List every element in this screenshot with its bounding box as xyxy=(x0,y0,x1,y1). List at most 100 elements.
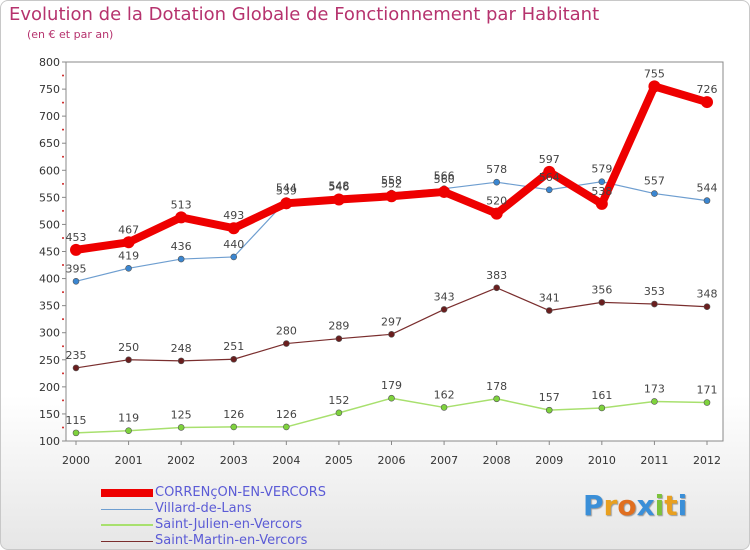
y-minor-dot xyxy=(62,426,64,429)
x-tick-label: 2011 xyxy=(640,454,668,467)
data-label: 383 xyxy=(486,269,507,282)
y-minor-dot xyxy=(62,372,64,375)
data-point xyxy=(72,364,80,372)
y-tick-label: 450 xyxy=(39,246,60,259)
y-tick-label: 700 xyxy=(39,110,60,123)
data-point xyxy=(280,197,293,210)
data-label: 179 xyxy=(381,379,402,392)
data-point xyxy=(388,331,395,338)
legend-swatch-correncon xyxy=(101,489,153,497)
data-point xyxy=(545,307,553,314)
data-point xyxy=(125,356,132,364)
data-label: 564 xyxy=(539,171,560,184)
logo-letter: i xyxy=(677,489,688,522)
y-tick-label: 800 xyxy=(39,56,60,69)
y-tick-label: 300 xyxy=(39,327,60,340)
y-tick-label: 600 xyxy=(39,164,60,177)
data-label: 395 xyxy=(66,262,87,275)
data-label: 251 xyxy=(223,340,244,353)
data-point xyxy=(598,404,606,412)
x-tick-label: 2003 xyxy=(220,454,248,467)
legend-label-correncon: CORRENçON-EN-VERCORS xyxy=(155,485,327,500)
y-tick-label: 500 xyxy=(39,218,60,231)
data-label: 356 xyxy=(591,283,612,296)
data-label: 280 xyxy=(276,325,297,338)
data-label: 560 xyxy=(434,173,455,186)
y-tick-label: 200 xyxy=(39,381,60,394)
data-label: 353 xyxy=(644,285,665,298)
logo-letter: P xyxy=(583,489,604,522)
data-label: 343 xyxy=(434,290,455,303)
data-point xyxy=(283,423,290,431)
y-tick-label: 350 xyxy=(39,300,60,313)
x-tick-label: 2004 xyxy=(272,454,300,467)
x-tick-label: 2009 xyxy=(535,454,563,467)
data-label: 548 xyxy=(328,179,349,192)
data-point xyxy=(72,429,80,437)
data-point xyxy=(335,335,343,342)
data-point xyxy=(438,185,451,198)
data-label: 126 xyxy=(223,408,244,421)
x-tick-label: 2010 xyxy=(588,454,616,467)
data-label: 289 xyxy=(328,320,349,333)
chart-title: Evolution de la Dotation Globale de Fonc… xyxy=(9,4,600,25)
data-point xyxy=(227,222,240,235)
logo-letter: i xyxy=(654,489,665,522)
data-label: 558 xyxy=(381,174,402,187)
y-tick-label: 250 xyxy=(39,354,60,367)
data-point xyxy=(493,395,500,403)
data-label: 178 xyxy=(486,380,507,393)
data-point xyxy=(177,255,185,263)
y-minor-dot xyxy=(62,399,64,402)
data-label: 513 xyxy=(171,198,192,211)
data-label: 546 xyxy=(328,181,349,194)
data-label: 125 xyxy=(171,408,192,421)
legend-swatch-saint-martin xyxy=(101,540,153,542)
data-point xyxy=(440,404,448,411)
data-point xyxy=(335,409,343,417)
data-label: 493 xyxy=(223,209,244,222)
y-minor-dot xyxy=(62,128,64,131)
y-minor-dot xyxy=(62,74,64,77)
data-point xyxy=(490,207,503,220)
y-minor-dot xyxy=(62,236,64,239)
y-tick-label: 550 xyxy=(39,191,60,204)
data-point xyxy=(283,340,290,347)
chart-subtitle: (en € et par an) xyxy=(27,28,114,41)
y-minor-dot xyxy=(62,264,64,267)
data-label: 566 xyxy=(434,170,455,183)
y-tick-label: 150 xyxy=(39,408,60,421)
data-point xyxy=(70,243,82,256)
data-label: 119 xyxy=(118,412,139,425)
data-point xyxy=(595,197,608,210)
data-label: 171 xyxy=(697,384,718,397)
x-tick-label: 2007 xyxy=(430,454,458,467)
data-point xyxy=(493,178,500,186)
data-label: 579 xyxy=(591,163,612,176)
y-minor-dot xyxy=(62,345,64,348)
data-label: 578 xyxy=(486,163,507,176)
x-tick-label: 2006 xyxy=(378,454,406,467)
plot-area xyxy=(65,61,724,442)
data-point xyxy=(388,394,395,402)
data-point xyxy=(651,300,658,308)
data-point xyxy=(598,299,606,306)
data-label: 755 xyxy=(644,67,665,80)
data-point xyxy=(230,423,238,431)
data-point xyxy=(703,303,711,311)
data-label: 419 xyxy=(118,249,139,262)
data-label: 597 xyxy=(539,153,560,166)
x-tick-label: 2001 xyxy=(115,454,143,467)
data-label: 453 xyxy=(66,231,87,244)
data-point xyxy=(543,165,556,178)
data-point xyxy=(651,398,658,405)
data-point xyxy=(230,355,238,363)
data-label: 520 xyxy=(486,195,507,208)
y-minor-dot xyxy=(62,155,64,158)
proxiti-logo: Proxiti xyxy=(583,489,687,522)
y-minor-dot xyxy=(62,291,64,294)
data-point xyxy=(122,236,135,249)
data-point xyxy=(598,178,606,185)
y-tick-label: 400 xyxy=(39,273,60,286)
legend-label-saint-martin: Saint-Martin-en-Vercors xyxy=(155,533,308,548)
